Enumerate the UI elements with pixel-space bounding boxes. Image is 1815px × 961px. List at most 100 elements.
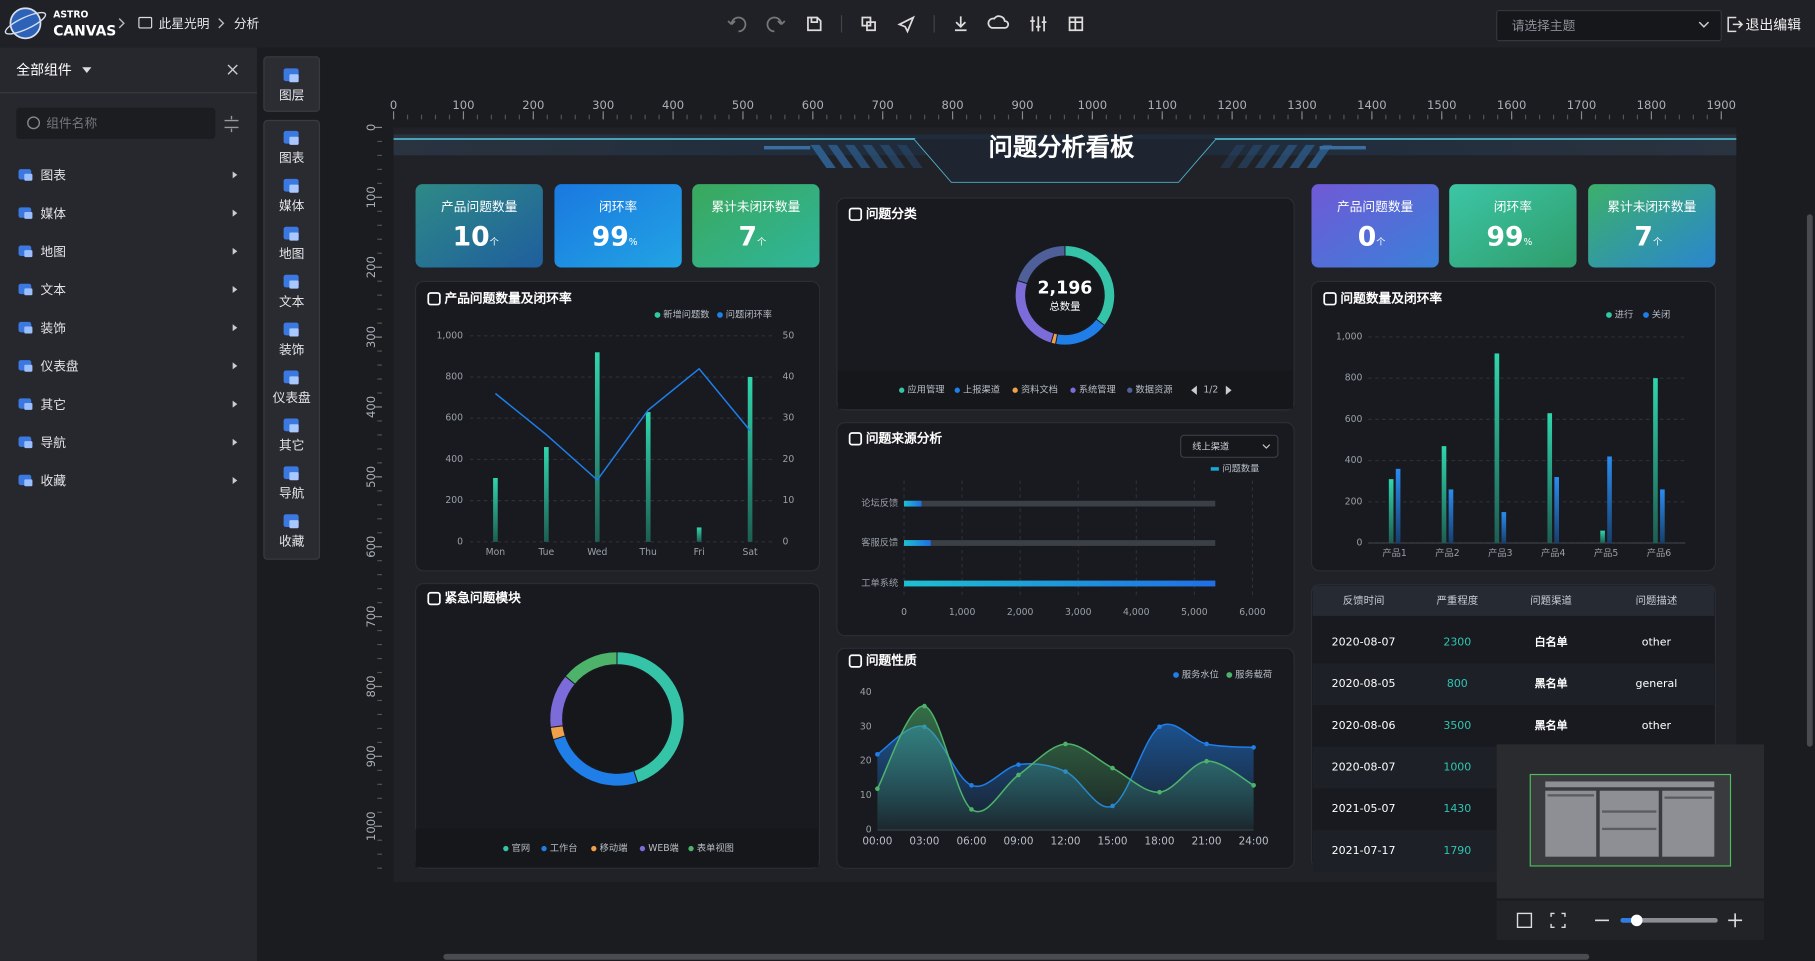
y-tick-label: 10 bbox=[860, 790, 872, 801]
category-item[interactable]: 文本 bbox=[41, 283, 67, 298]
point bbox=[922, 703, 927, 709]
theme-placeholder: 请选择主题 bbox=[1512, 19, 1576, 34]
y-tick-label: 30 bbox=[782, 413, 794, 424]
page-prev[interactable] bbox=[1191, 385, 1197, 395]
category-icon bbox=[24, 364, 33, 372]
legend-label[interactable]: 问题数量 bbox=[1222, 462, 1259, 474]
side-tab[interactable]: 装饰 bbox=[279, 343, 305, 358]
legend-label[interactable]: 新增问题数 bbox=[663, 308, 709, 320]
ruler-label: 500 bbox=[364, 466, 378, 488]
scrollbar-vertical[interactable] bbox=[1806, 214, 1813, 747]
toolbar-publish[interactable] bbox=[897, 15, 915, 34]
category-item[interactable]: 仪表盘 bbox=[41, 359, 79, 375]
legend-label[interactable]: 移动端 bbox=[600, 842, 628, 854]
table-header-cell: 问题渠道 bbox=[1530, 594, 1572, 607]
legend-label[interactable]: 服务水位 bbox=[1182, 668, 1219, 680]
tab-icon bbox=[289, 280, 299, 289]
x-tick-label: Wed bbox=[587, 547, 607, 558]
legend-dot bbox=[591, 845, 597, 852]
toolbar-upload[interactable] bbox=[987, 15, 1010, 29]
legend-label[interactable]: 问题闭环率 bbox=[726, 308, 772, 320]
filter-icon[interactable] bbox=[224, 115, 239, 133]
toolbar-preview[interactable] bbox=[861, 16, 876, 32]
side-tab[interactable]: 媒体 bbox=[279, 199, 305, 214]
fit-button[interactable] bbox=[1516, 912, 1533, 928]
legend-label[interactable]: 应用管理 bbox=[907, 384, 944, 396]
legend-label[interactable]: 服务载荷 bbox=[1235, 668, 1272, 680]
breadcrumb-item[interactable]: 分析 bbox=[234, 17, 260, 32]
ruler-label: 600 bbox=[802, 98, 824, 112]
panel-close[interactable] bbox=[227, 64, 238, 75]
legend-label[interactable]: 关闭 bbox=[1652, 308, 1671, 320]
category-icon bbox=[24, 211, 33, 219]
legend-label[interactable]: WEB端 bbox=[648, 842, 679, 854]
table-cell: 2021-05-07 bbox=[1332, 802, 1396, 815]
side-tab[interactable]: 图层 bbox=[279, 89, 304, 104]
side-tab[interactable]: 其它 bbox=[279, 438, 304, 454]
category-item[interactable]: 其它 bbox=[41, 397, 66, 413]
category-item[interactable]: 地图 bbox=[41, 245, 66, 260]
category-item[interactable]: 装饰 bbox=[41, 321, 67, 336]
search-box[interactable] bbox=[16, 107, 216, 140]
category-item[interactable]: 图表 bbox=[41, 169, 67, 184]
category-item[interactable]: 媒体 bbox=[41, 207, 67, 222]
zoom-track[interactable] bbox=[1620, 918, 1718, 923]
side-tab[interactable]: 收藏 bbox=[279, 535, 305, 550]
filter-select[interactable] bbox=[1180, 434, 1279, 458]
legend-label[interactable]: 表单视图 bbox=[697, 842, 734, 854]
breadcrumb-item[interactable]: 此星光明 bbox=[159, 17, 210, 32]
fullscreen-button[interactable] bbox=[1550, 912, 1566, 928]
title-icon bbox=[848, 207, 863, 221]
exit-button[interactable]: 退出编辑 bbox=[1746, 18, 1802, 34]
legend-label[interactable]: 系统管理 bbox=[1079, 384, 1116, 396]
legend-label[interactable]: 官网 bbox=[512, 842, 531, 854]
side-tab[interactable]: 导航 bbox=[279, 486, 305, 502]
side-tab[interactable]: 文本 bbox=[279, 295, 305, 310]
header-stripe bbox=[827, 144, 854, 168]
page-next[interactable] bbox=[1225, 385, 1232, 395]
category-item[interactable]: 导航 bbox=[41, 435, 67, 451]
toolbar-redo[interactable] bbox=[766, 16, 786, 33]
y-tick-label: 论坛反馈 bbox=[861, 497, 898, 509]
toolbar-download[interactable] bbox=[954, 16, 967, 32]
x-tick-label: 1,000 bbox=[949, 607, 976, 618]
point bbox=[1204, 758, 1209, 764]
scrollbar-horizontal[interactable] bbox=[443, 953, 1590, 960]
toolbar-undo[interactable] bbox=[727, 16, 747, 33]
minimap-thumb-detail bbox=[1547, 794, 1594, 797]
x-tick-label: Sat bbox=[742, 547, 758, 558]
theme-select[interactable] bbox=[1496, 9, 1722, 42]
legend-label[interactable]: 工作台 bbox=[550, 842, 578, 854]
tab-icon bbox=[289, 472, 299, 481]
y-tick-label: 工单系统 bbox=[861, 577, 898, 589]
side-tab[interactable]: 图表 bbox=[279, 151, 305, 166]
x-tick-label: 00:00 bbox=[862, 836, 892, 848]
zoom-knob[interactable] bbox=[1630, 914, 1643, 927]
bar bbox=[1547, 413, 1553, 544]
toolbar-save[interactable] bbox=[807, 16, 822, 32]
legend-label[interactable]: 进行 bbox=[1615, 308, 1634, 320]
category-icon bbox=[24, 288, 33, 296]
ruler-label: 1200 bbox=[1217, 98, 1246, 112]
layer-tab[interactable] bbox=[263, 56, 321, 112]
exit-icon[interactable] bbox=[1727, 16, 1744, 33]
legend-label[interactable]: 数据资源 bbox=[1136, 384, 1173, 396]
x-tick-label: 产品3 bbox=[1488, 547, 1512, 559]
side-tab[interactable]: 地图 bbox=[279, 247, 304, 262]
kpi-value: 99% bbox=[592, 221, 638, 252]
search-icon bbox=[27, 116, 41, 130]
minimap-thumb bbox=[1662, 790, 1715, 857]
y-tick-label: 20 bbox=[860, 756, 872, 767]
toolbar-settings[interactable] bbox=[1030, 16, 1047, 32]
legend-label[interactable]: 资料文档 bbox=[1021, 384, 1058, 396]
panel-title[interactable]: 全部组件 bbox=[16, 62, 72, 79]
zoom-in[interactable] bbox=[1728, 913, 1743, 928]
x-tick-label: 产品2 bbox=[1435, 547, 1459, 559]
category-item[interactable]: 收藏 bbox=[41, 474, 67, 489]
category-icon bbox=[24, 326, 33, 334]
side-tab[interactable]: 仪表盘 bbox=[273, 390, 311, 406]
legend-label[interactable]: 上报渠道 bbox=[963, 384, 1000, 396]
panel-title: 产品问题数量及闭环率 bbox=[444, 290, 571, 306]
category-icon bbox=[24, 250, 33, 258]
toolbar-data[interactable] bbox=[1068, 16, 1084, 32]
